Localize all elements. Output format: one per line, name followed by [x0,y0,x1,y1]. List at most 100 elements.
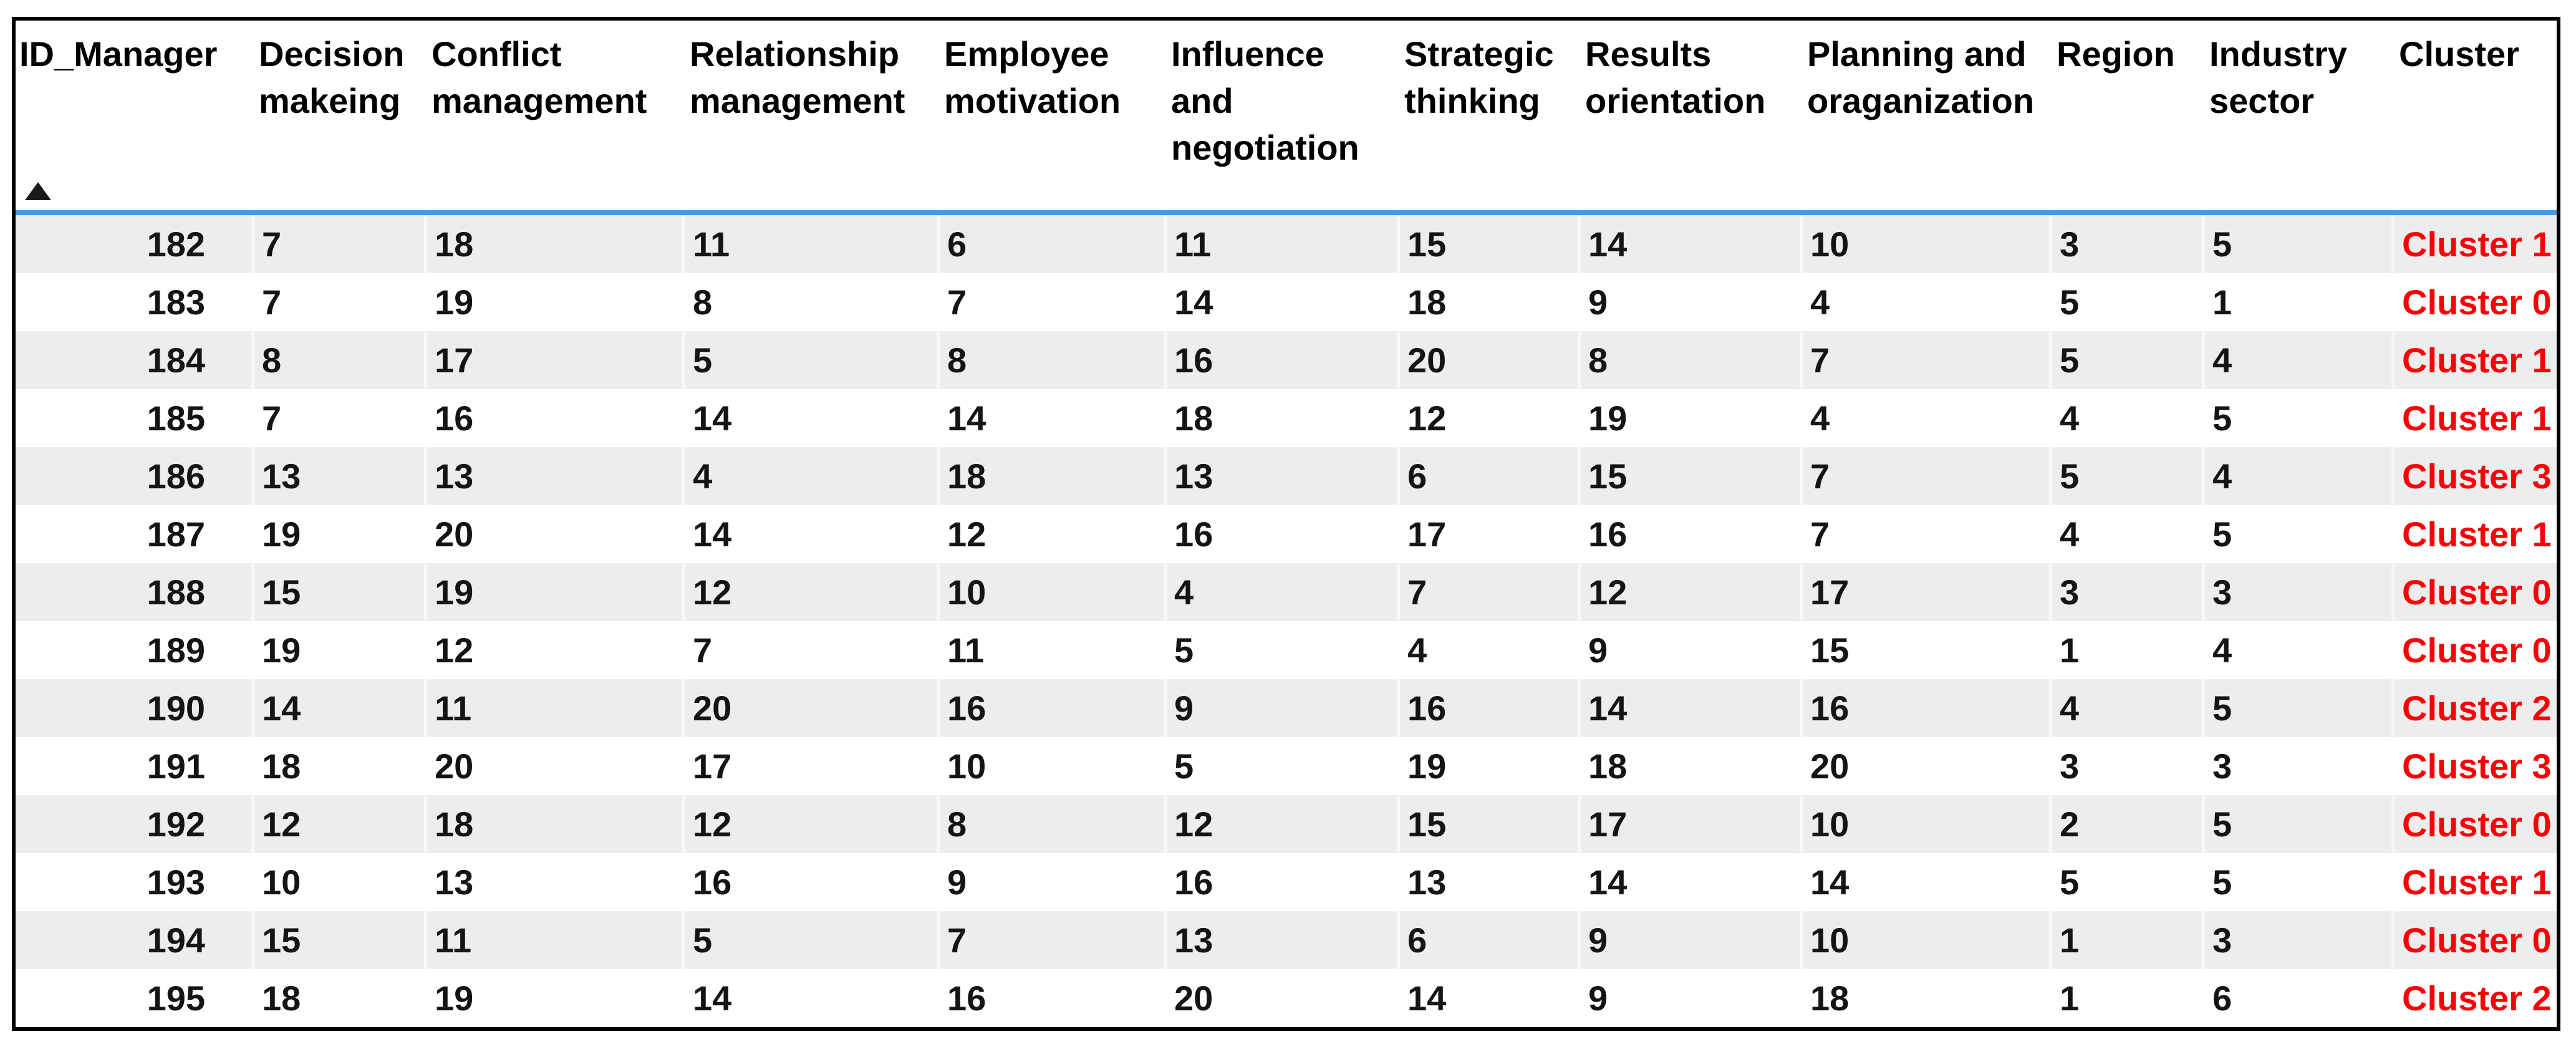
value-cell[interactable]: 14 [682,505,937,563]
value-cell[interactable]: 13 [424,853,682,911]
value-cell[interactable]: 6 [937,215,1164,273]
cluster-cell[interactable]: Cluster 0 [2391,563,2557,621]
value-cell[interactable]: 9 [937,853,1164,911]
value-cell[interactable]: 5 [2049,447,2202,505]
cluster-cell[interactable]: Cluster 2 [2391,969,2557,1027]
value-cell[interactable]: 7 [1800,331,2049,389]
value-cell[interactable]: 20 [1164,969,1397,1027]
value-cell[interactable]: 3 [2049,215,2202,273]
value-cell[interactable]: 4 [2202,331,2391,389]
value-cell[interactable]: 5 [2202,505,2391,563]
value-cell[interactable]: 10 [1800,911,2049,969]
value-cell[interactable]: 9 [1578,273,1800,331]
value-cell[interactable]: 2 [2049,795,2202,853]
column-header-relationship-management[interactable]: Relationship management [682,21,937,215]
value-cell[interactable]: 13 [1164,447,1397,505]
column-header-employee-motivation[interactable]: Employee motivation [937,21,1164,215]
value-cell[interactable]: 7 [1397,563,1578,621]
column-header-industry-sector[interactable]: Industry sector [2202,21,2391,215]
column-header-results-orientation[interactable]: Results orientation [1578,21,1800,215]
value-cell[interactable]: 7 [1800,505,2049,563]
value-cell[interactable]: 15 [251,563,424,621]
value-cell[interactable]: 5 [682,911,937,969]
value-cell[interactable]: 12 [682,795,937,853]
value-cell[interactable]: 18 [1397,273,1578,331]
value-cell[interactable]: 6 [1397,911,1578,969]
value-cell[interactable]: 11 [937,621,1164,679]
value-cell[interactable]: 1 [2049,969,2202,1027]
value-cell[interactable]: 8 [937,795,1164,853]
value-cell[interactable]: 19 [1397,737,1578,795]
value-cell[interactable]: 4 [1800,389,2049,447]
value-cell[interactable]: 187 [16,505,251,563]
value-cell[interactable]: 1 [2202,273,2391,331]
value-cell[interactable]: 9 [1578,911,1800,969]
value-cell[interactable]: 12 [1578,563,1800,621]
value-cell[interactable]: 19 [251,621,424,679]
value-cell[interactable]: 8 [1578,331,1800,389]
value-cell[interactable]: 16 [937,969,1164,1027]
value-cell[interactable]: 18 [1800,969,2049,1027]
cluster-cell[interactable]: Cluster 3 [2391,737,2557,795]
value-cell[interactable]: 195 [16,969,251,1027]
value-cell[interactable]: 16 [1578,505,1800,563]
value-cell[interactable]: 18 [424,795,682,853]
value-cell[interactable]: 12 [1397,389,1578,447]
column-header-cluster[interactable]: Cluster [2391,21,2557,215]
value-cell[interactable]: 4 [682,447,937,505]
value-cell[interactable]: 1 [2049,911,2202,969]
value-cell[interactable]: 4 [2049,505,2202,563]
value-cell[interactable]: 184 [16,331,251,389]
value-cell[interactable]: 8 [682,273,937,331]
cluster-cell[interactable]: Cluster 0 [2391,621,2557,679]
value-cell[interactable]: 5 [2202,679,2391,737]
value-cell[interactable]: 11 [424,911,682,969]
value-cell[interactable]: 19 [251,505,424,563]
value-cell[interactable]: 7 [251,273,424,331]
value-cell[interactable]: 6 [1397,447,1578,505]
value-cell[interactable]: 4 [1397,621,1578,679]
value-cell[interactable]: 1 [2049,621,2202,679]
value-cell[interactable]: 7 [682,621,937,679]
value-cell[interactable]: 17 [682,737,937,795]
value-cell[interactable]: 12 [251,795,424,853]
column-header-influence-negotiation[interactable]: Influence and negotiation [1164,21,1397,215]
value-cell[interactable]: 4 [2202,621,2391,679]
value-cell[interactable]: 17 [1578,795,1800,853]
column-header-conflict-management[interactable]: Conflict management [424,21,682,215]
value-cell[interactable]: 14 [682,389,937,447]
value-cell[interactable]: 3 [2202,911,2391,969]
value-cell[interactable]: 8 [937,331,1164,389]
value-cell[interactable]: 186 [16,447,251,505]
value-cell[interactable]: 14 [1578,853,1800,911]
value-cell[interactable]: 11 [1164,215,1397,273]
value-cell[interactable]: 12 [937,505,1164,563]
value-cell[interactable]: 14 [1397,969,1578,1027]
value-cell[interactable]: 16 [1800,679,2049,737]
value-cell[interactable]: 190 [16,679,251,737]
cluster-cell[interactable]: Cluster 1 [2391,853,2557,911]
value-cell[interactable]: 20 [682,679,937,737]
value-cell[interactable]: 20 [1397,331,1578,389]
value-cell[interactable]: 18 [251,737,424,795]
value-cell[interactable]: 16 [937,679,1164,737]
value-cell[interactable]: 194 [16,911,251,969]
value-cell[interactable]: 18 [424,215,682,273]
value-cell[interactable]: 4 [2049,679,2202,737]
cluster-cell[interactable]: Cluster 1 [2391,331,2557,389]
value-cell[interactable]: 7 [937,273,1164,331]
value-cell[interactable]: 5 [2202,795,2391,853]
value-cell[interactable]: 12 [682,563,937,621]
cluster-cell[interactable]: Cluster 1 [2391,215,2557,273]
value-cell[interactable]: 13 [1164,911,1397,969]
value-cell[interactable]: 5 [682,331,937,389]
value-cell[interactable]: 5 [2202,389,2391,447]
value-cell[interactable]: 15 [1397,215,1578,273]
value-cell[interactable]: 3 [2202,737,2391,795]
value-cell[interactable]: 4 [1800,273,2049,331]
value-cell[interactable]: 14 [1578,679,1800,737]
value-cell[interactable]: 11 [424,679,682,737]
value-cell[interactable]: 12 [424,621,682,679]
value-cell[interactable]: 185 [16,389,251,447]
value-cell[interactable]: 16 [1164,505,1397,563]
